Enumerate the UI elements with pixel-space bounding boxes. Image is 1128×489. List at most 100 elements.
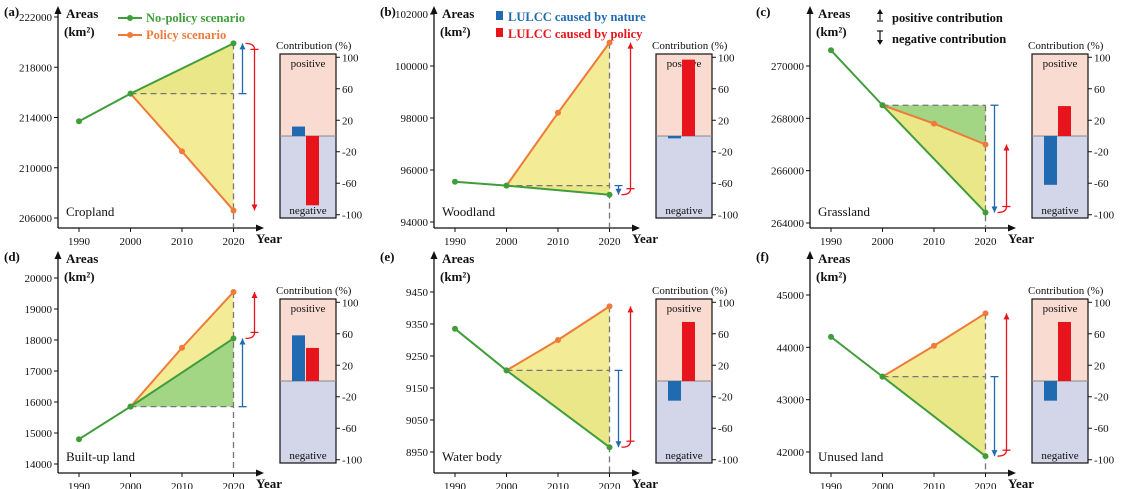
x-tick-label: 2010: [547, 481, 570, 489]
policy-bar: [1058, 321, 1071, 381]
nature-bar: [668, 381, 681, 401]
contribution-tick-label: 100: [1094, 52, 1111, 64]
x-tick-label: 2010: [171, 236, 194, 248]
nature-bar: [1044, 136, 1057, 185]
land-type-name: Cropland: [66, 204, 115, 219]
policy-arrow-hook: [245, 42, 256, 50]
y-axis-arrow: [54, 251, 62, 259]
negative-label: negative: [1041, 450, 1078, 462]
x-tick-label: 1990: [68, 481, 91, 489]
no-policy-series-point: [982, 209, 989, 216]
contribution-tick-label: -20: [342, 392, 357, 404]
contribution-tick-label: -60: [1094, 178, 1109, 190]
no-policy-series-point: [606, 444, 613, 451]
x-tick-label: 2020: [599, 236, 622, 248]
contribution-tick-label: 60: [718, 84, 730, 96]
legend-b-swatch: [496, 11, 503, 20]
x-tick-label: 2020: [975, 236, 998, 248]
contribution-tick-label: 20: [342, 115, 354, 127]
negative-zone: [656, 136, 712, 218]
nature-arrow-head: [239, 338, 246, 345]
policy-series-point: [230, 288, 237, 295]
nature-bar: [668, 136, 681, 139]
panel-d: (d) Areas (km²) 20000 19000 18000 17000 16000 15…: [4, 249, 363, 489]
y-tick-label: 44000: [777, 342, 805, 354]
x-tick-label: 2020: [223, 481, 246, 489]
y-axis-unit: (km²): [440, 24, 471, 39]
panel-b: (b) Areas (km²) 102000 100000 98000 96000 94000…: [380, 4, 739, 248]
policy-series-point: [230, 207, 237, 214]
y-tick-label: 17000: [25, 366, 53, 378]
negative-label: negative: [1041, 205, 1078, 217]
contribution-tick-label: 60: [342, 84, 354, 96]
y-tick-label: 14000: [25, 459, 53, 471]
no-policy-series-point: [127, 403, 134, 410]
y-tick-label: 222000: [19, 12, 53, 24]
x-axis-arrow: [256, 224, 264, 232]
panel-letter: (b): [380, 4, 396, 19]
x-tick-label: 2000: [496, 236, 519, 248]
contribution-tick-label: 100: [718, 52, 735, 64]
x-tick-label: 1990: [820, 481, 843, 489]
nature-arrow-head: [615, 188, 622, 195]
panel-a: (a) Areas(km²)222000218000214000210000206…: [4, 4, 363, 248]
policy-series-point: [555, 109, 561, 116]
negative-zone: [1032, 381, 1088, 463]
y-axis-arrow: [54, 6, 62, 14]
no-policy-series-point: [879, 102, 886, 109]
y-axis-label: Areas: [818, 6, 850, 21]
legend-b-swatch: [496, 28, 503, 37]
contribution-tick-label: -100: [342, 455, 363, 467]
contribution-title: Contribution (%): [1028, 40, 1104, 52]
legend-c-label: positive contribution: [892, 11, 1003, 25]
policy-series-point: [982, 310, 989, 317]
policy-series-point: [179, 344, 185, 351]
x-tick-label: 2010: [171, 481, 194, 489]
contribution-tick-label: -20: [342, 147, 357, 159]
y-tick-label: 214000: [19, 113, 53, 125]
positive-zone: [280, 54, 336, 136]
land-type-name: Built-up land: [66, 449, 135, 464]
policy-series-point: [606, 303, 613, 310]
y-tick-label: 18000: [25, 335, 53, 347]
policy-series-point: [982, 141, 989, 148]
policy-series-point: [931, 342, 937, 349]
x-axis-arrow: [632, 224, 640, 232]
y-axis-arrow: [806, 251, 814, 259]
contribution-tick-label: 100: [1094, 297, 1111, 309]
y-axis-unit: (km²): [816, 269, 847, 284]
x-axis-label: Year: [1008, 476, 1034, 489]
no-policy-series-point: [127, 90, 134, 97]
policy-arrow-head: [251, 204, 258, 211]
policy-arrow-head: [627, 42, 634, 49]
x-tick-label: 2010: [547, 236, 570, 248]
policy-change-area: [130, 43, 234, 211]
policy-series-point: [931, 120, 937, 127]
y-tick-label: 43000: [777, 395, 805, 407]
policy-arrow-head: [627, 306, 634, 313]
negative-label: negative: [289, 205, 326, 217]
x-axis-label: Year: [632, 231, 658, 246]
contribution-tick-label: 60: [342, 329, 354, 341]
contribution-tick-label: -60: [718, 178, 733, 190]
contribution-tick-label: 20: [718, 360, 730, 372]
x-tick-label: 1990: [820, 236, 843, 248]
positive-arrow-head-icon: [877, 9, 883, 14]
contribution-tick-label: -100: [342, 210, 363, 222]
policy-arrow-head: [251, 291, 258, 298]
contribution-tick-label: -100: [1094, 455, 1115, 467]
policy-bar: [306, 136, 319, 206]
no-policy-series-point: [76, 118, 82, 125]
y-tick-label: 9350: [406, 319, 429, 331]
policy-bar: [306, 347, 319, 381]
no-policy-series-point: [503, 182, 510, 189]
x-axis-arrow: [1008, 469, 1016, 477]
contribution-title: Contribution (%): [276, 40, 352, 52]
x-tick-label: 2000: [120, 481, 143, 489]
legend-a: No-policy scenario Policy scenario: [118, 11, 245, 42]
contribution-tick-label: 100: [342, 297, 359, 309]
x-axis-label: Year: [256, 231, 282, 246]
contribution-tick-label: -20: [718, 147, 733, 159]
